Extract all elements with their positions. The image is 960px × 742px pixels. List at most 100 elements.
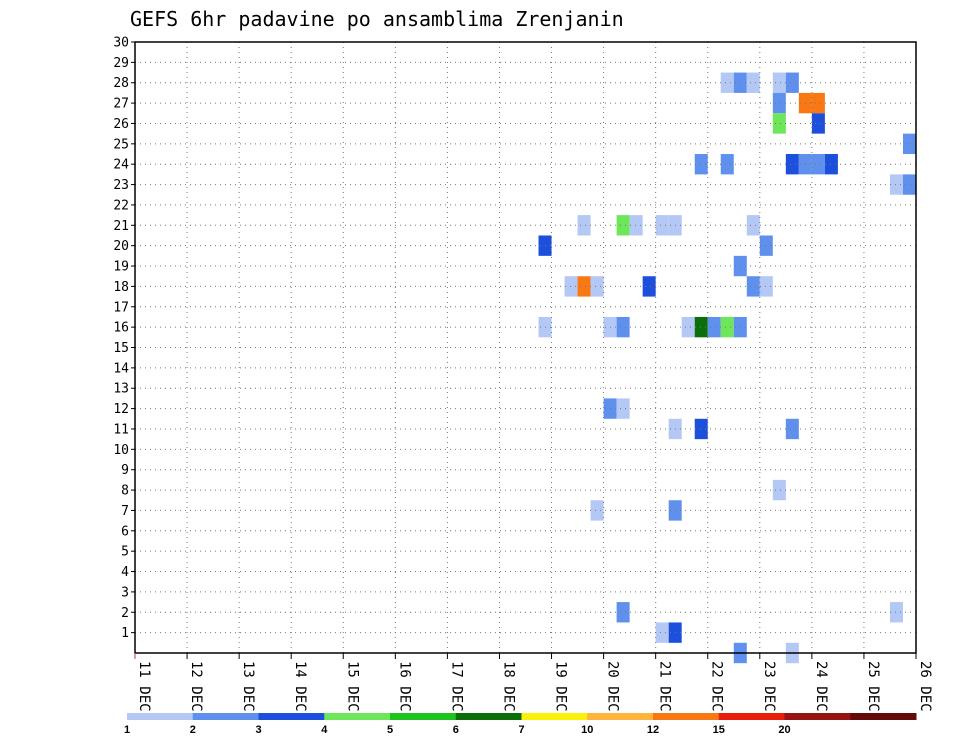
y-tick-label: 3 <box>121 585 129 600</box>
precip-cell <box>902 133 916 155</box>
y-tick-label: 9 <box>121 463 129 478</box>
precip-cell <box>772 479 786 501</box>
y-tick-label: 10 <box>113 443 129 458</box>
precip-cell <box>889 174 903 195</box>
precip-cell <box>785 418 799 440</box>
color-scale-swatch <box>784 713 851 720</box>
precip-cell <box>720 316 734 338</box>
precip-cell <box>616 398 630 419</box>
color-scale-label: 10 <box>581 724 593 736</box>
y-tick-label: 1 <box>121 626 129 641</box>
color-scale-swatch <box>718 713 785 720</box>
color-scale-label: 12 <box>647 724 659 736</box>
y-tick-label: 21 <box>113 219 129 234</box>
y-tick-label: 2 <box>121 606 129 621</box>
y-tick-label: 13 <box>113 382 129 397</box>
x-tick-label: 14 DEC <box>292 661 308 712</box>
precip-cell <box>759 276 773 297</box>
color-scale-label: 6 <box>453 724 459 736</box>
color-scale-label: 15 <box>713 724 725 736</box>
precip-cell <box>681 316 695 338</box>
color-scale-swatch <box>127 713 194 720</box>
color-scale-swatch <box>455 713 522 720</box>
precip-cell <box>642 276 656 297</box>
precip-cell <box>694 418 708 440</box>
grid-lines <box>135 42 916 653</box>
precip-cell <box>811 113 825 134</box>
precip-cell <box>772 72 786 93</box>
color-scale-swatch <box>653 713 720 720</box>
y-tick-label: 8 <box>121 484 129 499</box>
y-tick-label: 16 <box>113 321 129 336</box>
x-tick-label: 11 DEC <box>136 661 152 712</box>
color-scale-label: 1 <box>124 724 130 736</box>
y-tick-label: 20 <box>113 239 129 254</box>
precip-cell <box>655 622 669 643</box>
precip-cell <box>577 215 591 236</box>
precip-cell <box>824 154 838 175</box>
color-scale-swatch <box>324 713 391 720</box>
chart-title: GEFS 6hr padavine po ansamblima Zrenjani… <box>130 7 624 31</box>
color-scale-label: 4 <box>321 724 328 736</box>
y-tick-label: 25 <box>113 137 129 152</box>
precip-cells <box>538 72 916 664</box>
x-tick-label: 19 DEC <box>553 661 569 712</box>
precip-cell <box>811 154 825 175</box>
x-tick-label: 13 DEC <box>240 661 256 712</box>
precip-cell <box>720 154 734 175</box>
precip-cell <box>902 174 916 195</box>
precip-cell <box>616 602 630 623</box>
color-scale-swatch <box>390 713 457 720</box>
precip-cell <box>759 235 773 256</box>
precip-cell <box>811 92 825 114</box>
y-tick-label: 26 <box>113 117 129 132</box>
x-tick-label: 15 DEC <box>344 661 360 712</box>
color-scale-label: 20 <box>778 724 790 736</box>
color-scale-swatch <box>587 713 654 720</box>
y-tick-label: 30 <box>113 36 129 51</box>
y-tick-label: 29 <box>113 56 129 71</box>
precip-cell <box>590 276 604 297</box>
precip-cell <box>746 215 760 236</box>
y-tick-label: 4 <box>121 565 129 580</box>
x-tick-label: 24 DEC <box>813 661 829 712</box>
precip-cell <box>629 215 643 236</box>
y-tick-label: 12 <box>113 402 129 417</box>
y-tick-label: 23 <box>113 178 129 193</box>
precip-cell <box>746 276 760 297</box>
y-tick-label: 14 <box>113 361 129 376</box>
y-tick-label: 22 <box>113 198 129 213</box>
y-tick-label: 15 <box>113 341 129 356</box>
precip-cell <box>577 276 591 297</box>
x-tick-label: 21 DEC <box>657 661 673 712</box>
color-scale-bar: 1 2 3 4 5 6 7 10 12 15 20 <box>124 713 917 736</box>
precip-cell <box>694 316 708 338</box>
y-axis: 1234567891011121314151617181920212223242… <box>113 36 135 641</box>
precip-cell <box>889 602 903 623</box>
color-scale-swatch <box>258 713 325 720</box>
x-tick-label: 12 DEC <box>188 661 204 712</box>
precip-cell <box>785 72 799 93</box>
y-tick-label: 24 <box>113 158 129 173</box>
precip-cell <box>694 154 708 175</box>
precip-cell <box>720 72 734 93</box>
x-tick-label: 25 DEC <box>865 661 881 712</box>
precip-cell <box>785 154 799 175</box>
color-scale-swatch <box>850 713 917 720</box>
x-axis: 11 DEC 12 DEC 13 DEC 14 DEC 15 DEC 16 DEC 17 D… <box>134 653 933 712</box>
precip-cell <box>564 276 578 297</box>
x-tick-label: 16 DEC <box>396 661 412 712</box>
x-tick-label: 22 DEC <box>709 661 725 712</box>
y-tick-label: 28 <box>113 76 129 91</box>
y-tick-label: 6 <box>121 524 129 539</box>
x-tick-label: 18 DEC <box>501 661 517 712</box>
color-scale-label: 2 <box>190 724 196 736</box>
y-tick-label: 27 <box>113 97 129 112</box>
precip-cell <box>772 92 786 114</box>
x-tick-label: 26 DEC <box>917 661 933 712</box>
y-tick-label: 18 <box>113 280 129 295</box>
precip-cell <box>616 215 630 236</box>
color-scale-label: 3 <box>255 724 261 736</box>
y-tick-label: 17 <box>113 300 129 315</box>
